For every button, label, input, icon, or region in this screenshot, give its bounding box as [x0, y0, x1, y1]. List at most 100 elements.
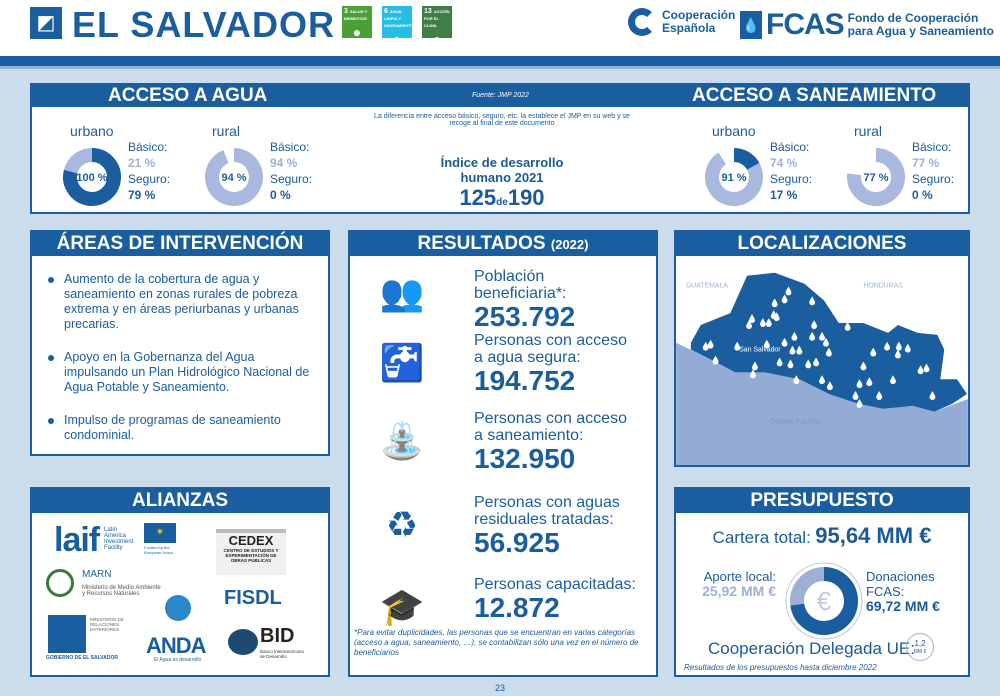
areas-title: ÁREAS DE INTERVENCIÓN [32, 232, 328, 256]
result-value: 12.872 [474, 592, 560, 623]
result-value: 194.752 [474, 365, 576, 396]
result-value: 56.925 [474, 527, 560, 558]
fcas-segment [790, 567, 858, 635]
project-location-icon [811, 320, 818, 329]
cooperacion-ue-value: 1,2 MM € [906, 633, 934, 661]
presupuesto-nota: Resultados de los presupuestos hasta dic… [684, 663, 877, 672]
alianzas-title: ALIANZAS [32, 489, 328, 513]
project-location-icon [809, 296, 816, 306]
project-location-icon [712, 355, 719, 365]
water-recycle-icon: ♻ [385, 504, 419, 545]
fuente: Fuente: JMP 2022 [472, 92, 529, 99]
access-values: Básico: 94 % Seguro: 0 % [270, 140, 313, 202]
acceso-panel: ACCESO A AGUA Fuente: JMP 2022 ACCESO A … [30, 83, 970, 214]
logo-bid [228, 629, 258, 655]
resultados-panel: RESULTADOS (2022) 👥 Población beneficiar… [348, 230, 658, 677]
logo-cedex: CEDEX CENTRO DE ESTUDIOS Y EXPERIMENTACI… [216, 529, 286, 575]
total-percent: 91 % [721, 172, 746, 184]
logo-gobierno [48, 615, 86, 653]
seguro-segment [63, 148, 121, 206]
access-donut: 77 % [847, 148, 905, 206]
ods-3-badge: 3 SALUD Y BIENESTAR ● [342, 6, 372, 40]
project-location-icon [856, 379, 863, 389]
country-shape [690, 272, 967, 412]
project-location-icon [759, 318, 766, 327]
country-title: EL SALVADOR [72, 4, 336, 45]
project-location-icon [796, 345, 803, 355]
project-location-icon [895, 341, 902, 351]
logo-marn [46, 569, 74, 597]
alianzas-panel: ALIANZAS laif Latin America Investment F… [30, 487, 330, 677]
logo-laif: laif [54, 521, 100, 559]
cooperacion-ue-label: Cooperación Delegada UE: [708, 639, 915, 658]
access-values: Básico: 21 % Seguro: 79 % [128, 140, 171, 202]
area-label: urbano [70, 123, 114, 139]
localizaciones-title: LOCALIZACIONES [676, 232, 968, 256]
project-location-icon [750, 369, 756, 379]
euro-icon: € [817, 586, 832, 616]
area-label: rural [212, 123, 241, 139]
logo-fcas: 💧 FCAS Fondo de Cooperación para Agua y San… [740, 8, 994, 42]
page-header [0, 0, 1000, 56]
areas-panel: ÁREAS DE INTERVENCIÓN Aumento de la cobe… [30, 230, 330, 456]
map: GUATEMALA HONDURAS San Salvador Océano P… [676, 272, 968, 465]
project-location-icon [805, 359, 812, 369]
project-location-icon [819, 375, 825, 385]
area-item: Apoyo en la Gobernanza del Agua impulsan… [48, 350, 312, 395]
project-location-icon [702, 341, 709, 351]
ods-13-badge: 13 ACCIÓN POR EL CLIMA ● [422, 6, 452, 47]
logo-cooperacion-espanola: Cooperación Española [628, 8, 735, 36]
project-location-icon [894, 349, 901, 359]
project-location-icon [781, 337, 788, 347]
project-location-icon [826, 381, 833, 391]
project-location-icon [844, 322, 851, 331]
divider [0, 56, 1000, 66]
total-percent: 100 % [76, 172, 107, 184]
eye-globe-icon: ● [432, 31, 442, 47]
project-location-icon [787, 359, 794, 369]
project-location-icon [746, 320, 753, 329]
project-location-icon [765, 318, 772, 327]
project-location-icon [822, 337, 829, 347]
project-location-icon [884, 341, 891, 351]
resultados-title: RESULTADOS [417, 233, 546, 254]
area-label: rural [854, 123, 883, 139]
project-location-icon [852, 391, 859, 400]
el-salvador-map-icon: ◩ [30, 7, 62, 39]
label-guatemala: GUATEMALA [686, 283, 728, 290]
label-capital: San Salvador [739, 347, 781, 354]
budget-donut: € [785, 562, 863, 640]
project-location-icon [781, 294, 788, 304]
project-location-icon [770, 310, 777, 320]
access-values: Básico: 77 % Seguro: 0 % [912, 140, 955, 202]
page-number: 23 [494, 683, 505, 693]
project-location-icon [856, 398, 863, 408]
project-location-icon [860, 361, 867, 371]
area-label: urbano [712, 123, 756, 139]
water-tap-icon: 🚰 [379, 342, 425, 383]
ods-6-badge: 6 AGUA LIMPIA Y SANEAMIENTO ● [382, 6, 414, 47]
project-location-icon [890, 375, 896, 385]
label-ocean: Océano Pacífico [770, 419, 821, 426]
basico-segment [63, 148, 93, 174]
logo-fisdl: FISDL [224, 587, 282, 609]
idh: Índice de desarrollo humano 2021 125de19… [440, 155, 564, 210]
project-location-icon [876, 391, 883, 400]
project-location-icon [707, 339, 714, 349]
project-location-icon [791, 331, 798, 341]
water-drop-icon: 💧 [740, 11, 762, 39]
project-location-icon [813, 357, 820, 367]
project-location-icon [763, 339, 770, 349]
access-donut: 91 % [705, 148, 763, 206]
donaciones-fcas: Donaciones FCAS: 69,72 MM € [866, 569, 940, 614]
project-location-icon [749, 314, 755, 324]
project-location-icon [819, 331, 825, 341]
area-item: Impulso de programas de saneamiento cond… [48, 413, 312, 443]
project-location-icon [825, 347, 832, 357]
presupuesto-panel: PRESUPUESTO Cartera total: 95,64 MM € Ap… [674, 487, 970, 677]
acceso-agua-title: ACCESO A AGUA [108, 85, 268, 106]
project-location-icon [923, 363, 930, 373]
project-location-icon [917, 365, 924, 375]
presupuesto-title: PRESUPUESTO [676, 489, 968, 513]
logo-anda [165, 595, 191, 621]
